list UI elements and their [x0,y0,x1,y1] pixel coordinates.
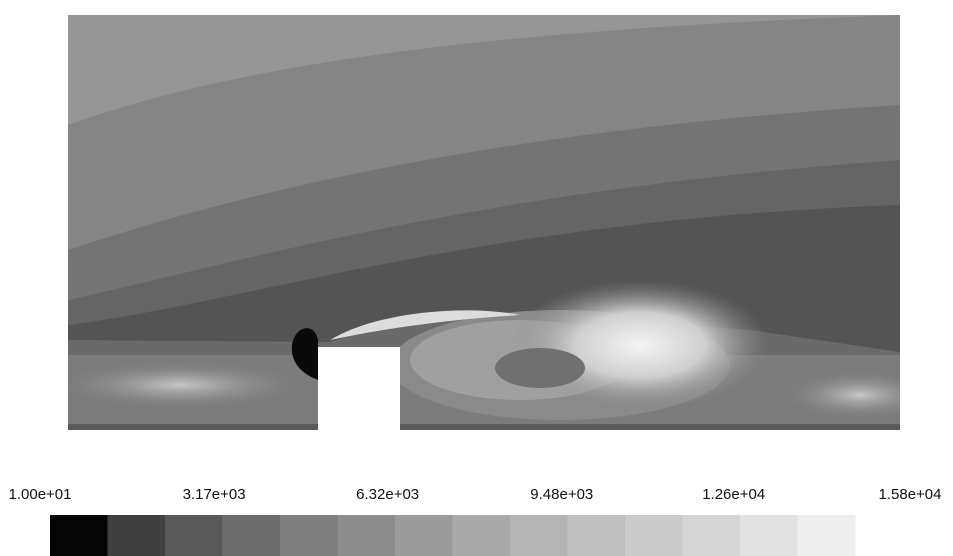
colorbar-swatch [395,515,453,556]
contour-field [68,15,900,430]
colorbar-tick-label: 1.00e+01 [9,486,72,503]
colorbar-swatch [165,515,223,556]
colorbar-swatch [222,515,281,556]
colorbar-swatch [50,515,108,556]
colorbar-tick-label: 1.58e+04 [879,486,942,503]
colorbar-swatch [740,515,798,556]
colorbar-tick-label: 3.17e+03 [183,486,246,503]
colorbar-swatch [625,515,683,556]
colorbar-swatch [567,515,626,556]
colorbar-tick-label: 6.32e+03 [356,486,419,503]
colorbar: 1.00e+01 3.17e+03 6.32e+03 9.48e+03 1.26e+04… [9,486,942,556]
colorbar-swatch [107,515,166,556]
colorbar-swatch [280,515,338,556]
colorbar-swatch [452,515,511,556]
colorbar-swatch [337,515,396,556]
colorbar-swatch [797,515,856,556]
colorbar-swatch [510,515,568,556]
colorbar-tick-label: 9.48e+03 [530,486,593,503]
colorbar-tick-label: 1.26e+04 [702,486,765,503]
colorbar-swatch [682,515,741,556]
